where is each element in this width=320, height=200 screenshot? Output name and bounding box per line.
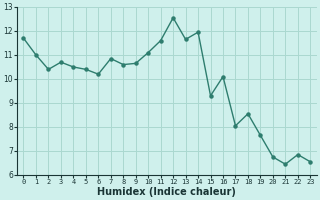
X-axis label: Humidex (Indice chaleur): Humidex (Indice chaleur) bbox=[98, 187, 236, 197]
